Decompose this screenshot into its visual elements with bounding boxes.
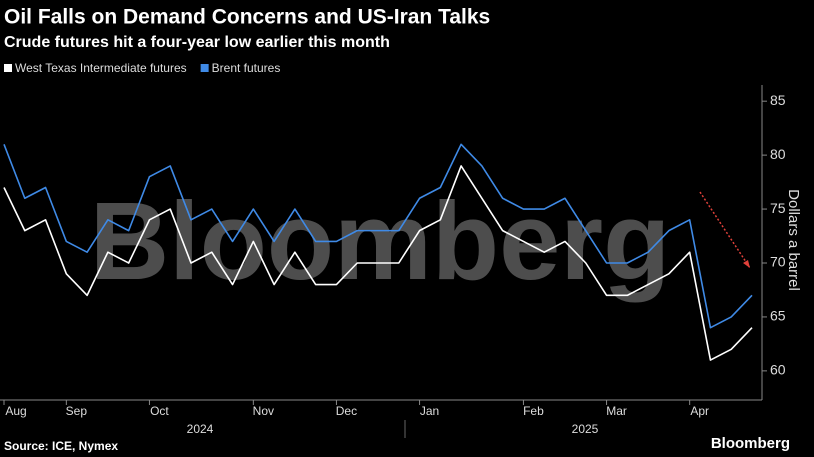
annotation-arrow-head [743, 260, 750, 268]
chart-title: Oil Falls on Demand Concerns and US-Iran… [4, 6, 490, 29]
y-tick-label: 70 [770, 254, 786, 270]
x-tick-label: Aug [5, 404, 26, 418]
series-line [3, 165, 753, 361]
legend-label: Brent futures [212, 61, 281, 75]
x-tick-label: Mar [606, 404, 627, 418]
y-axis-label: Dollars a barrel [785, 189, 802, 291]
logo: Bloomberg [711, 435, 790, 452]
year-label: 2025 [572, 422, 599, 436]
y-tick-label: 85 [770, 92, 786, 108]
x-tick-label: Jan [420, 404, 439, 418]
source: Source: ICE, Nymex [4, 439, 118, 453]
legend-swatch [200, 64, 209, 72]
x-tick-label: Nov [253, 404, 274, 418]
y-tick-label: 80 [770, 146, 786, 162]
legend-swatch [4, 64, 12, 72]
x-tick-label: Feb [523, 404, 544, 418]
chart-subtitle: Crude futures hit a four-year low earlie… [4, 34, 390, 51]
watermark: Bloomberg [90, 180, 671, 303]
legend-label: West Texas Intermediate futures [15, 61, 187, 75]
y-tick-label: 60 [770, 362, 786, 378]
annotation-arrow [699, 191, 751, 269]
year-label: 2024 [187, 422, 214, 436]
x-tick-label: Sep [66, 404, 88, 418]
x-tick-label: Apr [690, 404, 709, 418]
y-tick-label: 75 [770, 200, 786, 216]
x-tick-label: Dec [336, 404, 357, 418]
y-tick-label: 65 [770, 308, 786, 324]
x-tick-label: Oct [150, 404, 169, 418]
series-line [3, 143, 753, 329]
